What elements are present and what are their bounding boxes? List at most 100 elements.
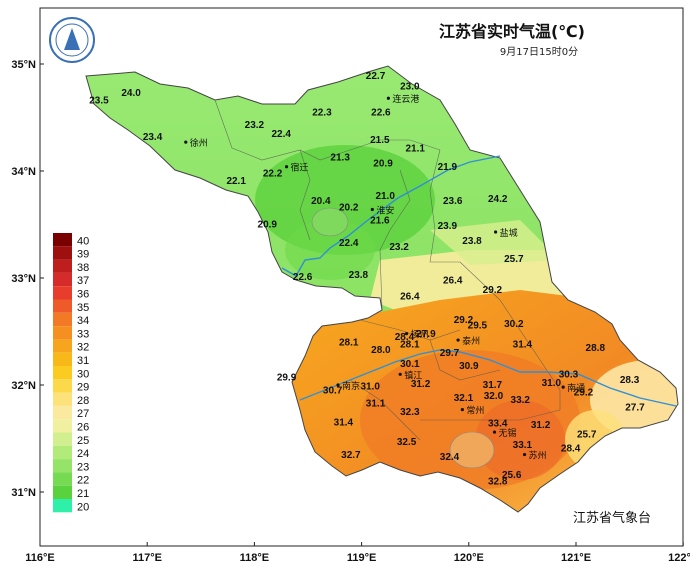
legend-label: 34: [77, 315, 89, 327]
station-temperature: 31.0: [360, 381, 380, 392]
city-name: 徐州: [190, 137, 208, 149]
legend-label: 32: [77, 342, 89, 354]
city-name: 无锡: [499, 428, 517, 439]
legend-label: 37: [77, 275, 89, 287]
station-temperature: 21.1: [405, 144, 425, 155]
station-temperature: 29.2: [454, 315, 474, 326]
city-marker: [184, 140, 188, 144]
rivers: [281, 155, 677, 407]
legend-swatch-38: [53, 259, 72, 273]
city-name: 扬州: [411, 329, 429, 341]
city-marker: [456, 338, 460, 342]
city-name: 苏州: [529, 450, 547, 462]
x-tick-label: 120°E: [454, 552, 484, 564]
station-temperature: 29.5: [468, 320, 488, 331]
station-temperature: 32.0: [484, 391, 504, 402]
cma-logo: [49, 17, 95, 63]
station-temperature: 30.7: [323, 386, 343, 397]
city-name: 泰州: [462, 335, 480, 347]
legend-label: 20: [77, 501, 89, 513]
station-temperature: 27.7: [625, 403, 645, 414]
station-temperature: 22.7: [366, 71, 386, 82]
station-temperature: 20.9: [373, 159, 393, 170]
city-marker: [492, 430, 497, 434]
legend-swatch-24: [53, 445, 72, 460]
city-marker: [386, 96, 390, 100]
legend-label: 23: [77, 461, 89, 473]
station-temperature: 25.7: [504, 254, 524, 265]
station-values: 23.5 24.0 22.7 23.0 22.3 22.6 23.2 22.4 23.4 21.5…: [89, 71, 645, 488]
city-marker: [336, 383, 340, 387]
legend-swatch-29: [53, 379, 72, 393]
station-temperature: 32.7: [341, 450, 361, 461]
city-marker: [370, 207, 374, 212]
timestamp: 9月17日15时0分: [500, 46, 578, 58]
city-marker: [405, 332, 409, 336]
legend-swatch-37: [53, 272, 72, 287]
hongze-lake: [311, 207, 349, 237]
city-marker: [398, 372, 402, 376]
legend-label: 28: [77, 395, 89, 407]
station-temperature: 30.9: [459, 361, 479, 372]
legend-swatch-36: [53, 286, 72, 300]
y-tick-label: 35°N: [11, 59, 36, 71]
station-temperature: 28.4: [395, 332, 415, 343]
station-temperature: 31.4: [513, 340, 533, 351]
station-temperature: 29.2: [574, 388, 594, 399]
legend-swatch-33: [53, 326, 72, 340]
legend-label: 38: [77, 262, 89, 274]
station-temperature: 28.4: [561, 443, 581, 454]
station-temperature: 33.2: [511, 395, 531, 406]
legend-swatch-32: [53, 339, 72, 353]
legend-label: 21: [77, 488, 89, 500]
legend-swatch-20: [53, 499, 72, 513]
city-name: 镇江: [404, 369, 422, 381]
legend-label: 36: [77, 289, 89, 301]
city-marker: [561, 385, 565, 389]
city-name: 南京: [342, 380, 360, 392]
lakes: [311, 207, 495, 469]
x-tick-label: 119°E: [347, 552, 376, 564]
station-temperature: 22.1: [226, 176, 246, 187]
y-tick-label: 32°N: [11, 380, 36, 392]
x-tick-label: 121°E: [561, 552, 591, 564]
city-name: 常州: [466, 405, 484, 417]
station-temperature: 23.2: [245, 120, 265, 131]
station-temperature: 23.8: [462, 236, 482, 247]
legend-swatch-26: [53, 419, 72, 433]
city-name: 盐城: [500, 227, 518, 239]
x-tick-label: 122°E: [668, 552, 690, 564]
map-title: 江苏省实时气温(℃): [439, 22, 585, 41]
station-temperature: 22.6: [371, 107, 391, 118]
x-tick-label: 116°E: [25, 552, 54, 564]
station-temperature: 31.7: [483, 380, 503, 391]
station-temperature: 23.6: [443, 196, 463, 207]
station-temperature: 28.8: [586, 343, 606, 354]
legend-label: 22: [77, 475, 89, 487]
station-temperature: 22.2: [263, 168, 283, 179]
legend-label: 27: [77, 408, 89, 420]
station-temperature: 32.5: [397, 437, 417, 448]
city-borders: [214, 99, 561, 441]
station-temperature: 20.4: [311, 196, 331, 207]
station-temperature: 31.2: [411, 379, 431, 390]
city-marker: [460, 408, 464, 412]
station-temperature: 26.4: [400, 291, 420, 302]
yangtze-river: [299, 349, 677, 407]
station-temperature: 22.4: [271, 129, 291, 140]
x-axis: 116°E 117°E 118°E 119°E 120°E 121°E 122°E: [25, 542, 690, 564]
station-temperature: 28.1: [339, 337, 359, 348]
legend-label: 24: [77, 448, 89, 460]
legend-label: 39: [77, 249, 89, 261]
city-marker: [284, 165, 289, 169]
legend-swatch-27: [53, 405, 72, 420]
legend-swatch-23: [53, 459, 72, 473]
city-marker: [522, 452, 527, 457]
legend-swatch-25: [53, 432, 72, 446]
huai-river: [281, 155, 501, 277]
station-temperature: 32.8: [488, 477, 508, 488]
y-tick-label: 33°N: [11, 273, 36, 285]
